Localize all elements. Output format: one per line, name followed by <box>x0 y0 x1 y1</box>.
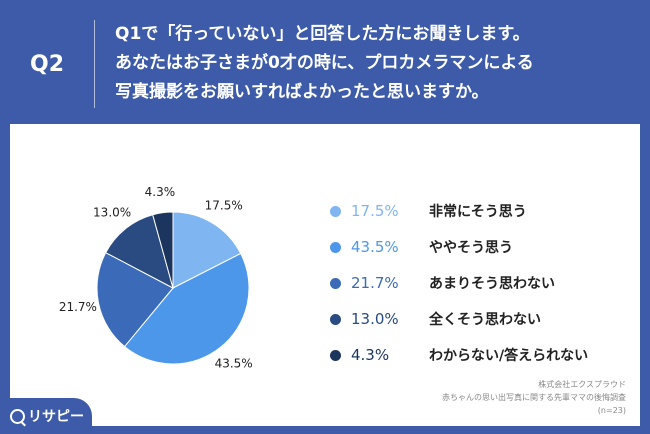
source-credit: 株式会社エクスプラウド 赤ちゃんの思い出写真に関する先輩ママの後悔調査 (n=2… <box>442 378 626 417</box>
pie-slice <box>123 252 250 365</box>
legend-percent: 17.5% <box>351 202 399 220</box>
pie-chart: 17.5% 43.5% 21.7% 13.0% 4.3% <box>59 185 253 371</box>
slice-label: 17.5% <box>205 198 243 212</box>
magnifier-icon <box>10 408 25 424</box>
legend: 17.5% 非常にそう思う 43.5% ややそう思う 21.7% あまりそう思わ… <box>330 193 588 373</box>
legend-swatch <box>330 313 341 325</box>
slice-label: 21.7% <box>59 300 97 314</box>
chart-panel: 17.5% 43.5% 21.7% 13.0% 4.3% 17.5% 非常にそう思う 4… <box>10 124 640 426</box>
slice-label: 4.3% <box>145 185 176 199</box>
slice-label: 43.5% <box>215 357 253 371</box>
logo-text: リサピー <box>28 409 84 425</box>
legend-percent: 4.3% <box>351 346 390 364</box>
question-line-2: あなたはお子さまが0才の時に、プロカメラマンによる <box>115 53 534 73</box>
legend-percent: 21.7% <box>351 274 399 292</box>
legend-item: 17.5% 非常にそう思う <box>330 193 588 229</box>
credit-company: 株式会社エクスプラウド <box>538 380 626 389</box>
legend-item: 43.5% ややそう思う <box>330 229 588 265</box>
legend-label: ややそう思う <box>429 240 513 256</box>
legend-label: あまりそう思わない <box>429 276 555 292</box>
header: Q2 Q1で「行っていない」と回答した方にお聞きします。 あなたはお子さまが0才… <box>0 0 650 122</box>
header-divider <box>94 20 95 108</box>
credit-sample-size: (n=23) <box>597 406 626 415</box>
pie-slice <box>96 251 174 348</box>
legend-item: 4.3% わからない/答えられない <box>330 337 588 373</box>
pie-slice <box>152 211 174 289</box>
legend-item: 21.7% あまりそう思わない <box>330 265 588 301</box>
legend-swatch <box>330 241 341 253</box>
slice-label: 13.0% <box>93 205 131 219</box>
legend-percent: 43.5% <box>351 238 399 256</box>
legend-swatch <box>330 277 341 289</box>
legend-label: わからない/答えられない <box>429 348 589 364</box>
question-line-1: Q1で「行っていない」と回答した方にお聞きします。 <box>115 24 530 44</box>
legend-label: 非常にそう思う <box>429 204 527 220</box>
question-number: Q2 <box>30 52 65 77</box>
legend-item: 13.0% 全くそう思わない <box>330 301 588 337</box>
pie-slice <box>105 214 174 289</box>
legend-swatch <box>330 205 341 217</box>
legend-swatch <box>330 349 341 361</box>
question-line-3: 写真撮影をお願いすればよかったと思いますか。 <box>115 82 489 102</box>
pie-slice <box>172 211 242 289</box>
legend-percent: 13.0% <box>351 310 399 328</box>
legend-label: 全くそう思わない <box>429 312 541 328</box>
question-text: Q1で「行っていない」と回答した方にお聞きします。 あなたはお子さまが0才の時に… <box>115 20 635 107</box>
credit-survey: 赤ちゃんの思い出写真に関する先輩ママの後悔調査 <box>442 393 626 402</box>
brand-logo: リサピー <box>0 398 92 434</box>
